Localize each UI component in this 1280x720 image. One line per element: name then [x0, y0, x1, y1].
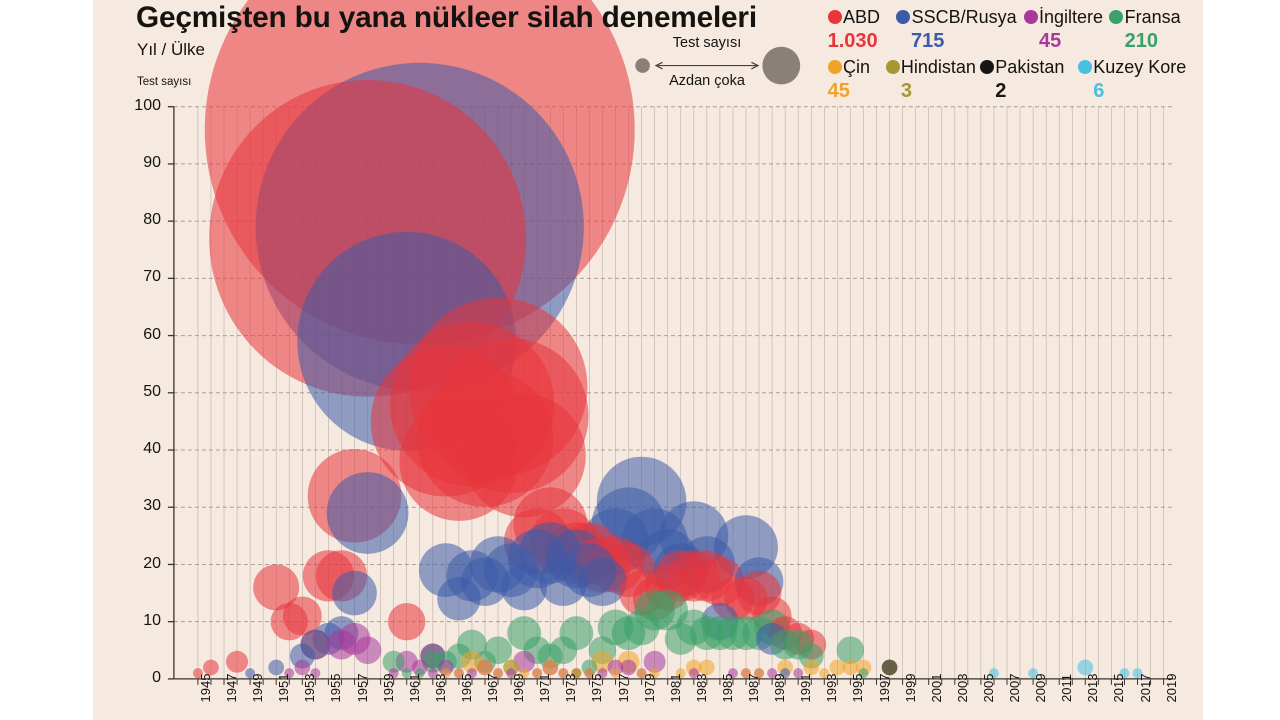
svg-text:Azdan çoka: Azdan çoka	[669, 73, 746, 89]
svg-text:Test sayısı: Test sayısı	[673, 35, 742, 51]
